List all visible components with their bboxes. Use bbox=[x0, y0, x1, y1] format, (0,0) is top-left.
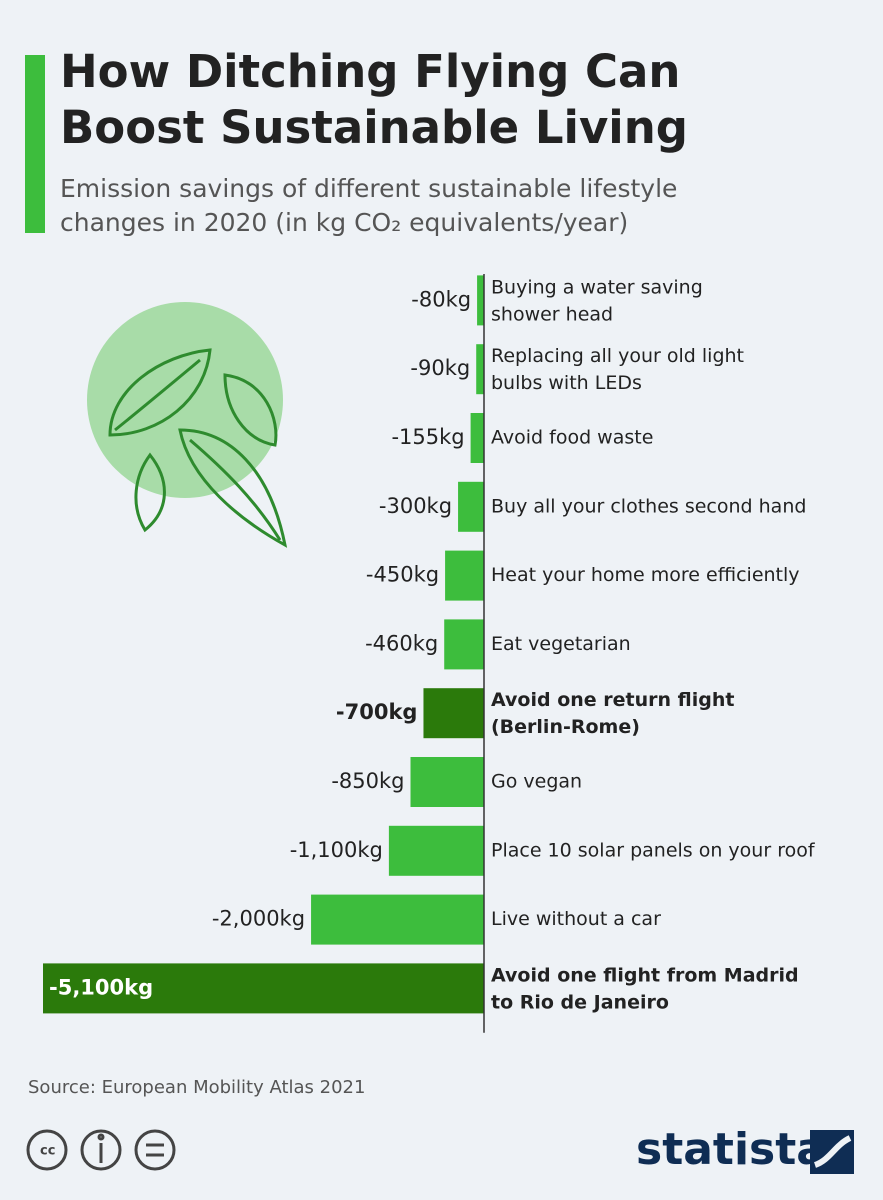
category-label: Place 10 solar panels on your roof bbox=[491, 839, 816, 861]
chart-title: How Ditching Flying Can Boost Sustainable… bbox=[60, 45, 688, 154]
category-label: Buying a water saving shower head bbox=[491, 276, 703, 325]
value-label: -1,100kg bbox=[290, 838, 383, 862]
value-label: -700kg bbox=[336, 700, 418, 724]
bar bbox=[445, 550, 484, 601]
category-label: Eat vegetarian bbox=[491, 633, 631, 655]
bar bbox=[388, 825, 484, 876]
bar bbox=[458, 481, 484, 532]
value-label: -450kg bbox=[366, 563, 439, 587]
leaf-decoration bbox=[87, 302, 288, 548]
source: Source: European Mobility Atlas 2021 bbox=[28, 1077, 365, 1098]
category-label: Avoid one flight from Madrid to Rio de Ja… bbox=[491, 964, 799, 1013]
bar bbox=[423, 688, 484, 739]
bar bbox=[311, 894, 484, 945]
cc-icon-text: cc bbox=[40, 1144, 55, 1159]
chart-subtitle: Emission savings of different sustainabl… bbox=[60, 174, 677, 237]
value-label: -5,100kg bbox=[49, 975, 153, 999]
category-label: Go vegan bbox=[491, 771, 582, 793]
category-label: Avoid one return flight (Berlin-Rome) bbox=[491, 689, 734, 738]
category-label: Replacing all your old light bulbs with L… bbox=[491, 345, 744, 394]
category-label: Buy all your clothes second hand bbox=[491, 495, 806, 517]
value-label: -460kg bbox=[365, 631, 438, 655]
value-label: -155kg bbox=[391, 425, 464, 449]
title-accent bbox=[25, 55, 45, 233]
bar bbox=[477, 275, 484, 326]
category-label: Live without a car bbox=[491, 908, 661, 930]
value-label: -850kg bbox=[331, 769, 404, 793]
bar bbox=[444, 619, 484, 670]
value-label: -2,000kg bbox=[212, 907, 305, 931]
category-label: Heat your home more efficiently bbox=[491, 564, 800, 586]
value-label: -90kg bbox=[410, 356, 470, 380]
license-icons bbox=[26, 1129, 176, 1171]
category-label: Avoid food waste bbox=[491, 427, 653, 449]
value-label: -300kg bbox=[379, 494, 452, 518]
bar bbox=[410, 757, 484, 807]
brand-logo: statista bbox=[636, 1124, 826, 1175]
bar bbox=[470, 413, 484, 463]
bar bbox=[43, 963, 484, 1014]
bar bbox=[476, 344, 484, 395]
value-label: -80kg bbox=[411, 287, 471, 311]
brand-icon bbox=[810, 1130, 854, 1174]
